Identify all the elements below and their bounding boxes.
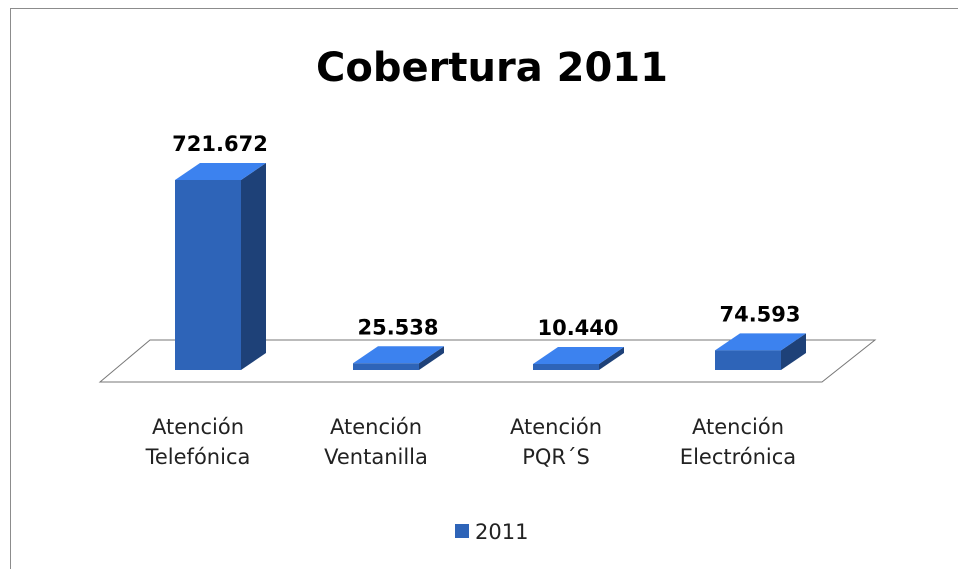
bar xyxy=(533,364,599,370)
legend-label: 2011 xyxy=(475,520,528,544)
bar-side xyxy=(241,163,266,370)
x-tick-label: Atención Ventanilla xyxy=(324,415,428,469)
x-tick-label: Atención Telefónica xyxy=(145,415,251,469)
bar-side xyxy=(781,333,806,370)
bar-top xyxy=(715,333,806,351)
bar-top xyxy=(533,347,624,364)
data-label: 721.672 xyxy=(172,132,268,156)
chart-border xyxy=(10,8,958,569)
bar-side xyxy=(599,347,624,370)
floor xyxy=(98,339,877,383)
bar xyxy=(353,363,419,370)
bar-side xyxy=(419,346,444,370)
data-label: 74.593 xyxy=(719,302,800,326)
bar-top xyxy=(353,346,444,364)
data-label: 25.538 xyxy=(357,315,438,339)
bar xyxy=(175,180,241,370)
bar-top xyxy=(175,163,266,180)
data-label: 10.440 xyxy=(537,316,618,340)
legend-swatch xyxy=(455,524,469,538)
chart-title: Cobertura 2011 xyxy=(316,45,668,91)
bar xyxy=(715,350,781,370)
x-tick-label: Atención PQR´S xyxy=(510,415,602,469)
x-tick-label: Atención Electrónica xyxy=(679,415,797,469)
